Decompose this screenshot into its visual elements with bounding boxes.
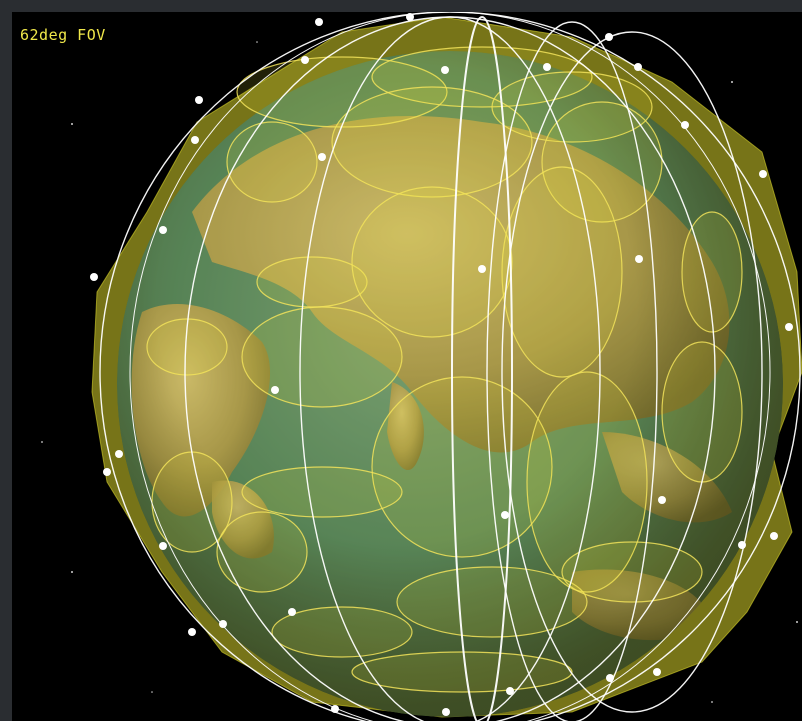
globe-scene (41, 12, 802, 721)
earth-globe (117, 51, 783, 717)
fov-label: 62deg FOV (20, 26, 106, 44)
globe-viewport[interactable]: 62deg FOV (12, 12, 802, 721)
orbit-lines (99, 12, 801, 721)
stars (41, 41, 798, 703)
coverage-circles (146, 46, 743, 693)
satellites (90, 13, 793, 716)
